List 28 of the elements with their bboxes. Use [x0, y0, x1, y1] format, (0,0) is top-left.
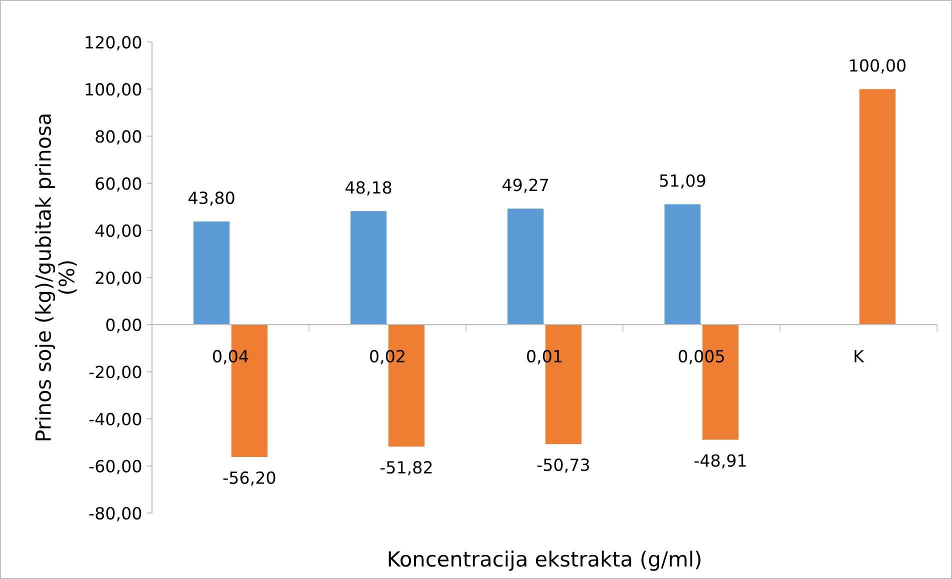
- data-label: -50,73: [537, 458, 589, 473]
- data-label: -51,82: [380, 461, 432, 476]
- data-label: 51,09: [660, 174, 706, 189]
- data-label: -48,91: [694, 454, 746, 469]
- y-tick-label: -60,00: [89, 460, 142, 474]
- data-label: 48,18: [346, 181, 392, 196]
- y-tick-label: 100,00: [86, 83, 142, 98]
- y-tick-label: 120,00: [86, 36, 142, 50]
- bar: [507, 208, 544, 325]
- y-tick-label: 40,00: [95, 224, 142, 239]
- y-tick-label: 80,00: [96, 130, 142, 144]
- bar: [664, 204, 701, 325]
- x-tick-label: K: [854, 350, 864, 362]
- y-tick-label: 20,00: [96, 271, 142, 286]
- data-label: 43,80: [188, 191, 234, 206]
- x-axis-title: Koncentracija ekstrakta (g/ml): [388, 550, 700, 571]
- y-tick-label: -20,00: [89, 366, 142, 380]
- y-axis-title: Prinos soje (kg)/gubitak prinosa (%): [34, 114, 77, 440]
- data-label: 49,27: [502, 178, 548, 193]
- y-tick-label: -80,00: [89, 506, 142, 522]
- data-label: -56,20: [223, 471, 276, 486]
- bar: [859, 89, 896, 325]
- y-tick-label: 60,00: [96, 177, 142, 192]
- data-label: 100,00: [850, 59, 906, 74]
- y-tick-label: -40,00: [89, 412, 142, 428]
- y-tick-label: 0,00: [106, 318, 142, 333]
- bar: [350, 211, 387, 325]
- bar: [193, 221, 230, 325]
